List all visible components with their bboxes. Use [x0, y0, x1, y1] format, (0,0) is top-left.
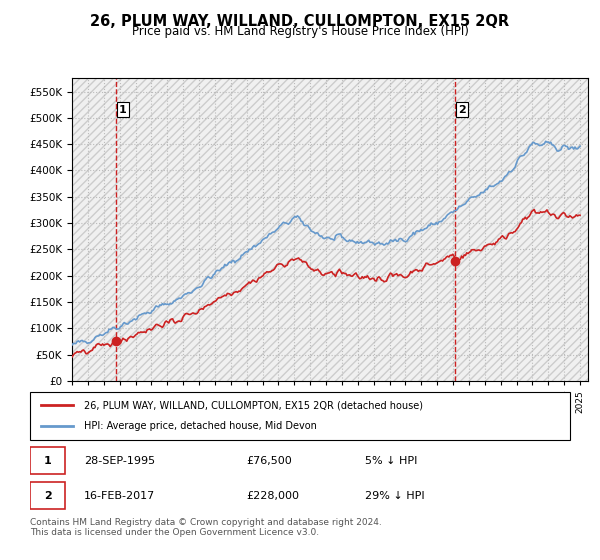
- Text: 1: 1: [119, 105, 127, 115]
- Text: Price paid vs. HM Land Registry's House Price Index (HPI): Price paid vs. HM Land Registry's House …: [131, 25, 469, 38]
- Text: 28-SEP-1995: 28-SEP-1995: [84, 456, 155, 465]
- FancyBboxPatch shape: [30, 447, 65, 474]
- Text: 5% ↓ HPI: 5% ↓ HPI: [365, 456, 417, 465]
- Text: 2: 2: [44, 491, 52, 501]
- FancyBboxPatch shape: [30, 392, 570, 440]
- Text: 1: 1: [44, 456, 52, 465]
- Text: 26, PLUM WAY, WILLAND, CULLOMPTON, EX15 2QR (detached house): 26, PLUM WAY, WILLAND, CULLOMPTON, EX15 …: [84, 400, 423, 410]
- Text: 26, PLUM WAY, WILLAND, CULLOMPTON, EX15 2QR: 26, PLUM WAY, WILLAND, CULLOMPTON, EX15 …: [91, 14, 509, 29]
- Text: HPI: Average price, detached house, Mid Devon: HPI: Average price, detached house, Mid …: [84, 421, 317, 431]
- Text: 16-FEB-2017: 16-FEB-2017: [84, 491, 155, 501]
- Text: 29% ↓ HPI: 29% ↓ HPI: [365, 491, 424, 501]
- FancyBboxPatch shape: [30, 482, 65, 509]
- Text: £76,500: £76,500: [246, 456, 292, 465]
- Text: Contains HM Land Registry data © Crown copyright and database right 2024.
This d: Contains HM Land Registry data © Crown c…: [30, 518, 382, 538]
- Text: £228,000: £228,000: [246, 491, 299, 501]
- Text: 2: 2: [458, 105, 466, 115]
